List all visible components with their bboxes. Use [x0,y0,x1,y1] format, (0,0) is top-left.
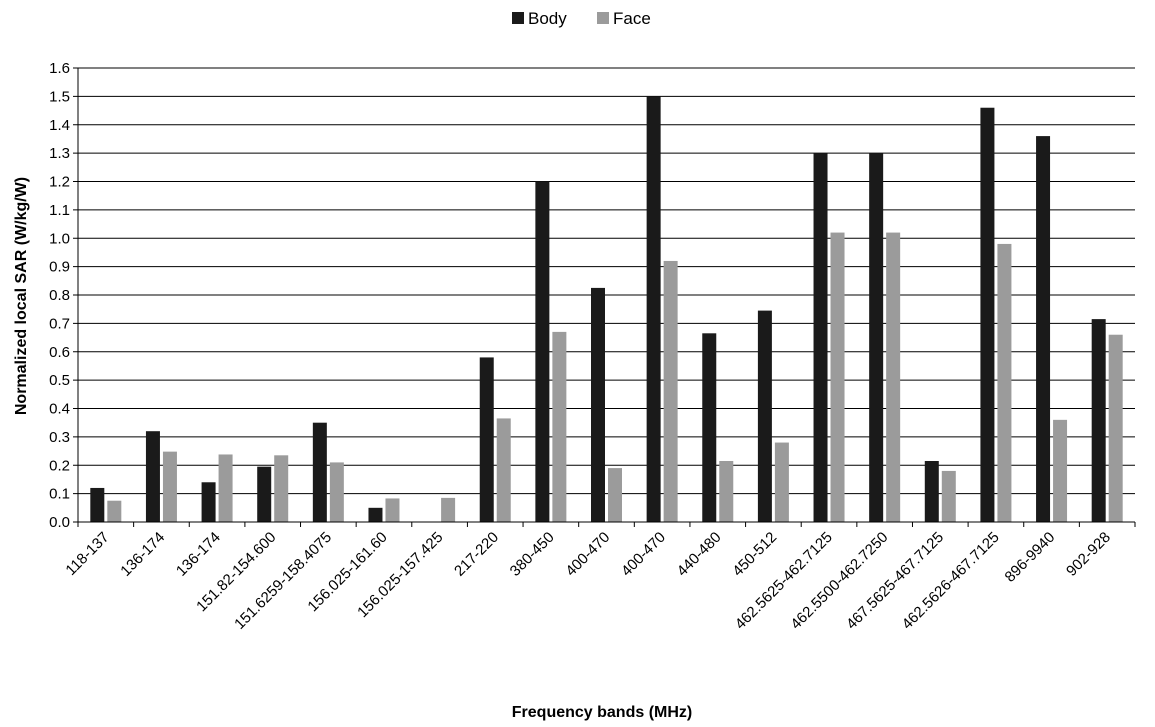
legend-swatch-body [512,12,524,24]
y-tick-label: 0.3 [49,429,70,446]
bar-face-7 [441,497,456,522]
bar-body-9 [535,181,550,522]
bar-face-13 [774,442,789,522]
bar-body-18 [1036,136,1051,522]
x-tick-label: 400-470 [562,529,613,580]
bar-body-11 [646,96,661,522]
y-tick-label: 1.2 [49,174,70,191]
bar-body-6 [368,507,383,522]
y-tick-label: 1.1 [49,202,70,219]
bar-face-2 [162,451,177,522]
y-tick-label: 0.8 [49,287,70,304]
y-tick-label: 0.0 [49,514,70,531]
x-tick-label: 467.5625-467.7125 [843,529,947,633]
bar-face-19 [1108,334,1123,522]
x-axis-ticks: 118-137 136-174 136-174151.82-154.600151.6… [62,522,1136,633]
y-tick-label: 1.6 [49,60,70,77]
bar-body-4 [257,466,272,522]
legend-swatch-face [597,12,609,24]
x-tick-label: 400-470 [618,529,669,580]
axes [77,68,1135,523]
y-tick-label: 0.5 [49,372,70,389]
gridlines [78,67,1135,495]
y-tick-label: 0.4 [49,401,70,418]
x-axis-title: Frequency bands (MHz) [512,704,692,721]
bar-face-10 [608,468,622,522]
x-tick-label: 136-174 [117,529,168,580]
bar-face-11 [663,260,678,522]
bar-body-5 [312,422,327,522]
bar-face-3 [218,454,233,522]
y-tick-label: 1.3 [49,145,70,162]
x-tick-label: 896-9940 [1002,529,1059,586]
y-tick-label: 0.7 [49,315,70,332]
y-tick-label: 0.1 [49,486,70,503]
bar-face-17 [997,243,1012,523]
bar-face-14 [830,232,845,522]
bar-face-12 [719,460,734,522]
bar-face-9 [552,331,567,522]
bar-face-15 [886,232,901,522]
legend-label-face: Face [613,9,651,28]
bar-body-12 [702,333,717,522]
bar-face-4 [274,455,289,522]
bar-body-8 [479,357,494,522]
y-tick-label: 1.4 [49,117,70,134]
x-tick-label: 151.6259-158.4075 [231,529,335,633]
x-tick-label: 118-137 [62,529,112,579]
x-tick-label: 450-512 [729,529,780,580]
legend-label-body: Body [528,9,567,28]
x-tick-label: 462.5500-462.7250 [787,529,891,633]
bar-face-16 [941,470,956,522]
x-tick-label: 217-220 [451,529,502,580]
x-tick-label: 380-450 [507,529,558,580]
bars [90,96,1123,523]
bar-body-16 [924,460,939,522]
bar-face-5 [329,462,344,522]
x-tick-label: 462.5626-467.7125 [899,529,1003,633]
bar-body-10 [591,287,605,522]
y-axis-ticks: 0.0 0.1 0.2 0.3 0.4 0.5 0.6 0.7 0.8 0.9 1.0 1.1 1.2 1… [49,60,78,531]
bar-face-6 [385,498,400,522]
y-tick-label: 0.9 [49,259,70,276]
x-tick-label: 440-480 [674,529,725,580]
y-tick-label: 1.0 [49,230,70,247]
bar-body-14 [813,153,828,522]
bar-body-13 [757,310,772,522]
x-tick-label: 136-174 [173,529,224,580]
legend: Body Face [512,9,651,28]
bar-body-2 [145,431,160,522]
y-tick-label: 1.5 [49,88,70,105]
y-axis-title: Normalized local SAR (W/kg/W) [13,177,30,415]
bar-body-17 [980,107,995,522]
y-tick-label: 0.6 [49,344,70,361]
bar-body-19 [1091,319,1106,522]
y-tick-label: 0.2 [49,457,70,474]
x-tick-label: 902-928 [1063,529,1114,580]
bar-body-15 [869,153,884,522]
bar-body-3 [201,482,216,522]
x-tick-label: 462.5625-462.7125 [732,529,836,633]
bar-face-8 [496,418,511,522]
bar-face-1 [107,500,122,522]
bar-body-1 [90,487,105,522]
bar-face-18 [1053,419,1068,522]
